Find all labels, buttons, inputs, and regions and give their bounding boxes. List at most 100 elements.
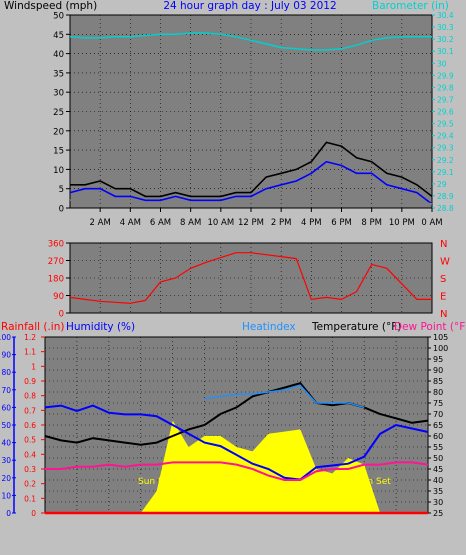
tick-label: 29.2	[437, 156, 454, 165]
tick-label: 20	[53, 127, 64, 137]
tick-label: 29.5	[437, 120, 454, 129]
tick-label: 0	[59, 205, 64, 215]
direction-gridlines	[70, 242, 433, 314]
gust-line	[70, 141, 433, 198]
tick-label: 30.4	[437, 11, 454, 20]
compass-label: N	[440, 309, 447, 320]
tick-label: 40	[1, 439, 11, 448]
tick-label: 1.1	[24, 348, 36, 357]
tick-label: 100	[433, 344, 448, 353]
heatindex-line	[204, 384, 365, 409]
tick-label: 29.6	[437, 108, 454, 117]
tick-label: 60	[433, 432, 443, 441]
tick-label: 0.8	[24, 392, 36, 401]
tick-label: 29.7	[437, 95, 454, 104]
compass-label: N	[440, 239, 447, 250]
tick-label: 0.5	[24, 436, 36, 445]
tick-label: 80	[1, 368, 11, 377]
tick-label: 25	[53, 108, 64, 118]
direction-degree-ticks: 0 90 180 270 360	[48, 240, 70, 320]
tick-label: 45	[433, 465, 443, 474]
tick-label: 360	[48, 240, 64, 250]
tick-label: 0	[6, 509, 11, 518]
solar-area	[45, 420, 428, 513]
tick-label: 180	[48, 275, 64, 285]
tick-label: 50	[433, 454, 443, 463]
humidity-line	[44, 404, 429, 481]
tick-label: 10	[1, 491, 11, 500]
dewpoint-axis-label: Dew Point (°F)	[394, 321, 466, 333]
sunrise-label: Sun Rise	[138, 477, 177, 487]
tick-label: 85	[433, 377, 443, 386]
tick-label: 55	[433, 443, 443, 452]
tick-label: 28.9	[437, 192, 454, 201]
tick-label: 40	[433, 476, 443, 485]
windspeed-axis-label: Windspeed (mph)	[4, 0, 97, 12]
tick-label: 2 AM	[90, 218, 111, 228]
tick-label: 70	[433, 410, 443, 419]
tick-label: 90	[1, 351, 11, 360]
time-ticks: 2 AM 4 AM 6 AM 8 AM 10 AM 12 PM 2 PM 4 PM 6 PM 8 …	[90, 208, 443, 228]
tick-label: 30.1	[437, 47, 454, 56]
tick-label: 30	[433, 498, 443, 507]
tick-label: 30.2	[437, 35, 454, 44]
tick-label: 50	[1, 421, 11, 430]
tick-label: 29.4	[437, 132, 454, 141]
rainfall-ticks: 0 0.1 0.2 0.3 0.4 0.5 0.6 0.7 0.8 0.9 1 1.1 1.2	[24, 333, 45, 518]
tick-label: 0 AM	[421, 218, 442, 228]
humidity-axis-label: Humidity (%)	[66, 321, 135, 333]
dewpoint-line	[45, 461, 429, 481]
tick-label: 29.9	[437, 71, 454, 80]
compass-label: W	[440, 257, 450, 268]
barometer-axis-label: Barometer (in)	[372, 0, 449, 12]
temperature-ticks: 25 30 35 40 45 50 55 60 65 70 75 80 85 90 95 100 105	[428, 333, 448, 518]
tick-label: 0.3	[24, 465, 36, 474]
tick-label: 60	[1, 403, 11, 412]
direction-series	[69, 252, 432, 304]
tick-label: 30	[53, 89, 64, 99]
tick-label: 65	[433, 421, 443, 430]
tick-label: 30.3	[437, 23, 454, 32]
tick-label: 50	[53, 12, 64, 22]
tick-label: 20	[1, 474, 11, 483]
tick-label: 45	[53, 31, 64, 41]
tick-label: 30	[437, 59, 447, 68]
tick-label: 90	[433, 366, 443, 375]
tick-label: 8 AM	[180, 218, 201, 228]
wind-gridlines	[70, 14, 433, 209]
tick-label: 1.2	[24, 333, 36, 342]
chart-title: 24 hour graph day : July 03 2012	[163, 0, 336, 12]
temperature-series	[44, 382, 429, 515]
tick-label: 2 PM	[271, 218, 292, 228]
tick-label: 90	[53, 292, 64, 302]
tick-label: 1	[31, 362, 36, 371]
humidity-ticks: 0 10 20 30 40 50 60 70 80 90 100	[0, 333, 16, 518]
tick-label: 29.1	[437, 168, 454, 177]
tick-label: 8 PM	[361, 218, 382, 228]
temperature-axis-label: Temperature (°F)	[311, 321, 401, 333]
tick-label: 0.7	[24, 406, 36, 415]
tick-label: 10 PM	[389, 218, 415, 228]
windspeed-ticks: 0 5 10 15 20 25 30 35 40 45 50	[53, 12, 70, 215]
tick-label: 0.1	[24, 494, 36, 503]
tick-label: 270	[48, 257, 64, 267]
tick-label: 29	[437, 180, 447, 189]
barometer-ticks: 28.8 28.9 29 29.1 29.2 29.3 29.4 29.5 29.6 29.7 29…	[432, 11, 454, 213]
tick-label: 25	[433, 509, 443, 518]
barometer-line	[69, 32, 432, 51]
tick-label: 105	[433, 333, 448, 342]
tick-label: 70	[1, 386, 11, 395]
tick-label: 0	[59, 310, 64, 320]
tick-label: 35	[53, 69, 64, 79]
tick-label: 5	[59, 185, 64, 195]
tick-label: 4 AM	[120, 218, 141, 228]
sunset-label: Sun Set	[356, 477, 391, 487]
compass-label: E	[440, 292, 446, 303]
heatindex-label: Heatindex	[242, 321, 296, 333]
tick-label: 29.3	[437, 144, 454, 153]
tick-label: 35	[433, 487, 443, 496]
tick-label: 0.6	[24, 421, 36, 430]
